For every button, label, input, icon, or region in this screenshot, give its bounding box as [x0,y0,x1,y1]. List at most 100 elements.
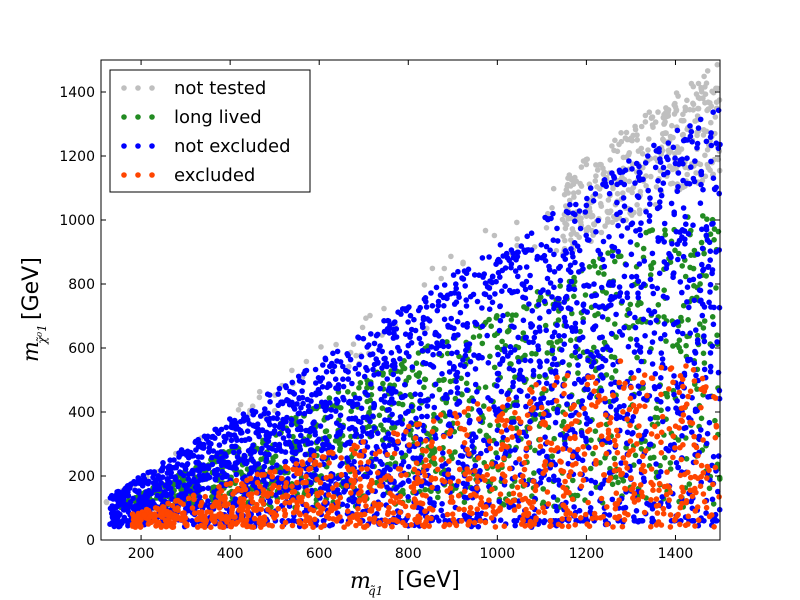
data-point [303,427,309,434]
data-point [479,255,486,261]
data-point [420,316,427,323]
data-point [423,397,430,404]
data-point [245,448,252,454]
data-point [482,384,489,391]
data-point [491,332,498,339]
data-point [319,384,326,390]
data-point [660,505,667,512]
data-point [200,475,207,482]
data-point [707,368,714,375]
data-point [576,412,582,418]
data-point [565,460,572,467]
data-point [632,123,638,130]
data-point [348,408,355,415]
data-point [436,377,442,384]
data-point [687,133,694,140]
data-point [441,433,447,440]
data-point [609,243,615,250]
data-point [637,482,644,488]
data-point [682,137,688,143]
data-point [646,213,653,219]
data-point [486,285,493,291]
data-point [523,264,530,270]
data-point [271,482,278,489]
data-point [617,169,623,176]
data-point [690,175,697,182]
data-point [608,381,614,387]
data-point [688,80,695,87]
data-point [691,283,697,289]
data-point [571,504,577,510]
data-point [233,471,240,478]
data-point [429,393,436,399]
data-point [211,519,218,525]
data-point [684,97,690,104]
data-point [631,375,637,381]
data-point [292,450,299,457]
data-point [696,273,703,280]
data-point [665,156,671,163]
data-point [677,504,684,511]
data-point [593,461,599,467]
data-point [483,511,489,517]
data-point [609,496,616,503]
data-point [561,299,567,305]
data-point [407,432,414,438]
data-point [256,433,262,440]
data-point [337,428,344,435]
data-point [650,259,657,266]
data-point [280,416,286,423]
data-point [590,450,596,457]
data-point [518,388,524,395]
data-point [506,504,513,511]
data-point [463,297,470,303]
data-point [357,380,364,386]
data-point [689,518,696,524]
data-point [246,436,252,442]
data-point [499,462,505,468]
data-point [583,421,590,427]
data-point [711,226,718,232]
data-point [289,399,295,406]
data-point [166,484,172,490]
data-point [550,210,556,217]
data-point [433,331,440,337]
data-point [371,425,378,431]
data-point [702,100,708,106]
data-point [433,284,440,291]
data-point [592,479,599,486]
data-point [360,335,367,342]
data-point [647,195,653,201]
data-point [522,334,529,341]
data-point [547,517,554,524]
data-point [479,354,485,361]
data-point [208,434,215,440]
data-point [609,481,616,488]
data-point [395,466,402,472]
data-point [408,403,415,410]
data-point [561,191,568,198]
data-point [620,478,627,484]
data-point [636,299,642,305]
data-point [189,505,196,511]
data-point [707,248,714,254]
data-point [179,491,186,498]
data-point [621,203,628,209]
data-point [622,504,629,511]
data-point [688,252,694,258]
data-point [610,185,616,192]
data-point [495,422,502,429]
data-point [578,215,584,221]
data-point [680,302,687,309]
data-point [320,441,326,448]
data-point [618,233,625,239]
data-point [707,363,714,370]
data-point [567,412,574,419]
data-point [641,432,648,438]
data-point [299,394,306,401]
data-point [620,195,627,201]
data-point [679,132,686,138]
data-point [658,335,664,342]
data-point [459,391,465,398]
data-point [347,356,354,363]
